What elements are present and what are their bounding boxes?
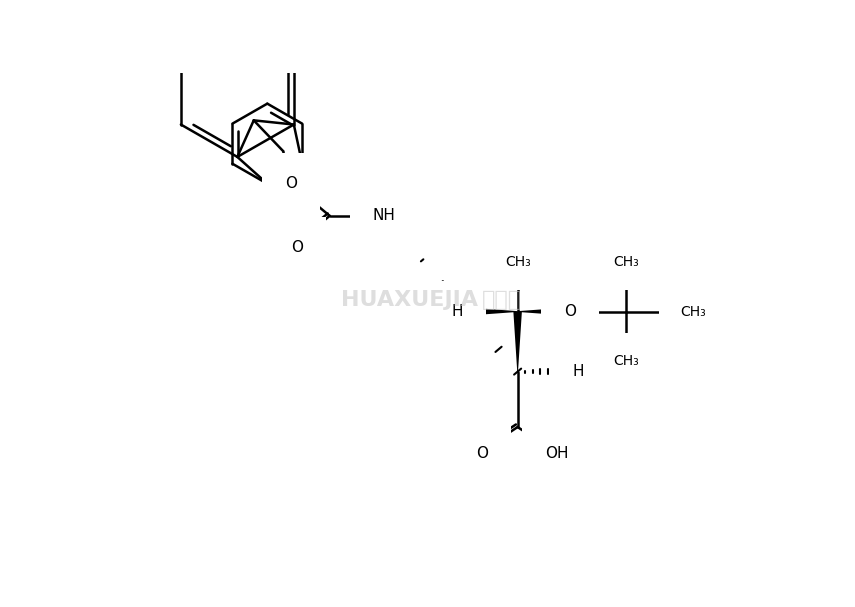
Text: 化学加: 化学加 <box>482 290 522 310</box>
Polygon shape <box>465 307 517 316</box>
Text: H: H <box>451 304 463 319</box>
Text: CH₃: CH₃ <box>613 354 639 368</box>
Text: O: O <box>564 304 576 319</box>
Text: OH: OH <box>545 446 568 461</box>
Polygon shape <box>513 311 522 371</box>
Text: H: H <box>572 364 584 379</box>
Text: O: O <box>476 446 488 461</box>
Text: O: O <box>285 176 297 191</box>
Text: NH: NH <box>373 208 395 223</box>
Text: O: O <box>292 240 304 255</box>
Polygon shape <box>517 307 570 316</box>
Text: HUAXUEJIA: HUAXUEJIA <box>340 290 478 310</box>
Text: CH₃: CH₃ <box>680 305 705 319</box>
Text: CH₃: CH₃ <box>613 256 639 270</box>
Text: CH₃: CH₃ <box>504 256 530 270</box>
